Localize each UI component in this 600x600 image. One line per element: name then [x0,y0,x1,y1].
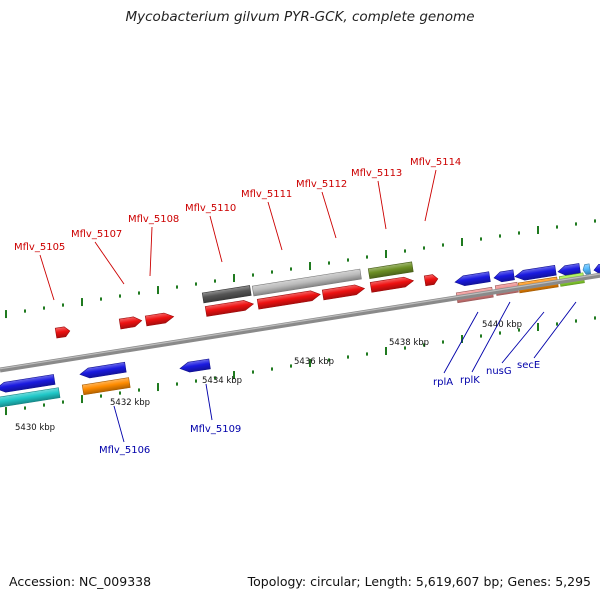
cds-mflv-5107[interactable] [118,316,143,330]
leader-line-mflv-5110 [209,215,223,263]
scale-tick-label: 5430 kbp [15,423,55,433]
leader-line-mflv-5112 [321,191,337,239]
tick-row-reverse [5,316,596,416]
gene-label-mflv-5106[interactable]: Mflv_5106 [99,445,150,456]
leader-line-mflv-5109 [205,383,213,421]
backbone-layer [0,272,600,373]
gene-label-mflv-5112[interactable]: Mflv_5112 [296,179,347,190]
cds-mflv-5113[interactable] [369,276,415,293]
leader-line-mflv-5111 [267,201,283,251]
backbone-highlight [0,273,600,370]
leader-line-mflv-5105 [39,254,55,301]
gene-label-mflv-5107[interactable]: Mflv_5107 [71,229,122,240]
scale-tick-label: 5436 kbp [294,357,334,367]
scale-tick-label: 5438 kbp [389,338,429,348]
genome-stats-text: Topology: circular; Length: 5,619,607 bp… [247,574,591,589]
map-title: Mycobacterium gilvum PYR-GCK, complete g… [125,9,475,25]
leader-line-rplk [471,301,511,373]
gene-mflv-5110[interactable] [201,285,252,304]
leader-line-mflv-5108 [149,226,153,277]
leader-line-mflv-5113 [377,180,387,230]
gene-label-sece[interactable]: secE [517,360,540,371]
cds-mflv-5109[interactable] [179,358,211,374]
gene-left-edge[interactable] [0,387,61,408]
leader-line-mflv-5114 [424,169,437,222]
scale-tick-label: 5440 kbp [482,320,522,330]
cds-mflv-5112[interactable] [321,283,366,301]
accession-text: Accession: NC_009338 [9,574,152,589]
cds-mflv-5105[interactable] [54,326,71,339]
cds-right-edge-b[interactable] [593,262,600,275]
gene-mflv-5113[interactable] [367,261,414,279]
cds-mflv-5106-a[interactable] [79,361,127,379]
cds-left-edge[interactable] [0,374,56,393]
gene-label-mflv-5114[interactable]: Mflv_5114 [410,157,461,168]
tick-row-forward [5,219,596,319]
cds-nusG[interactable] [514,264,557,281]
gene-label-mflv-5110[interactable]: Mflv_5110 [185,203,236,214]
gene-label-rpla[interactable]: rplA [433,377,453,388]
tick-mark-layer [5,219,596,416]
gene-label-mflv-5109[interactable]: Mflv_5109 [190,424,241,435]
gene-label-mflv-5105[interactable]: Mflv_5105 [14,242,65,253]
gene-mflv-5106[interactable] [81,377,131,396]
scale-tick-label: 5432 kbp [110,398,150,408]
leader-line-mflv-5107 [94,241,125,285]
gene-label-mflv-5108[interactable]: Mflv_5108 [128,214,179,225]
feature-layer [0,261,600,408]
leader-line-sece [533,301,577,359]
leader-line-rpla [443,311,479,374]
scale-tick-label: 5434 kbp [202,376,242,386]
cds-right-edge-a[interactable] [582,263,592,275]
cds-mflv-5114[interactable] [423,274,439,287]
gene-label-rplk[interactable]: rplK [460,375,480,386]
cds-mflv-5110[interactable] [204,299,255,317]
gene-label-mflv-5113[interactable]: Mflv_5113 [351,168,402,179]
backbone-line [0,272,600,373]
gene-label-mflv-5111[interactable]: Mflv_5111 [241,189,292,200]
cds-rplK[interactable] [493,269,515,283]
cds-rplA[interactable] [454,271,491,287]
gene-mflv-5111-5112[interactable] [251,268,362,297]
gene-label-nusg[interactable]: nusG [486,366,512,377]
cds-mflv-5108[interactable] [144,312,175,327]
leader-line-nusg [501,311,545,364]
leader-line-mflv-5106 [113,405,125,443]
cds-mflv-5111[interactable] [256,289,321,310]
label-layer: 5430 kbp 5432 kbp 5434 kbp 5436 kbp 5438 kbp… [14,157,577,456]
